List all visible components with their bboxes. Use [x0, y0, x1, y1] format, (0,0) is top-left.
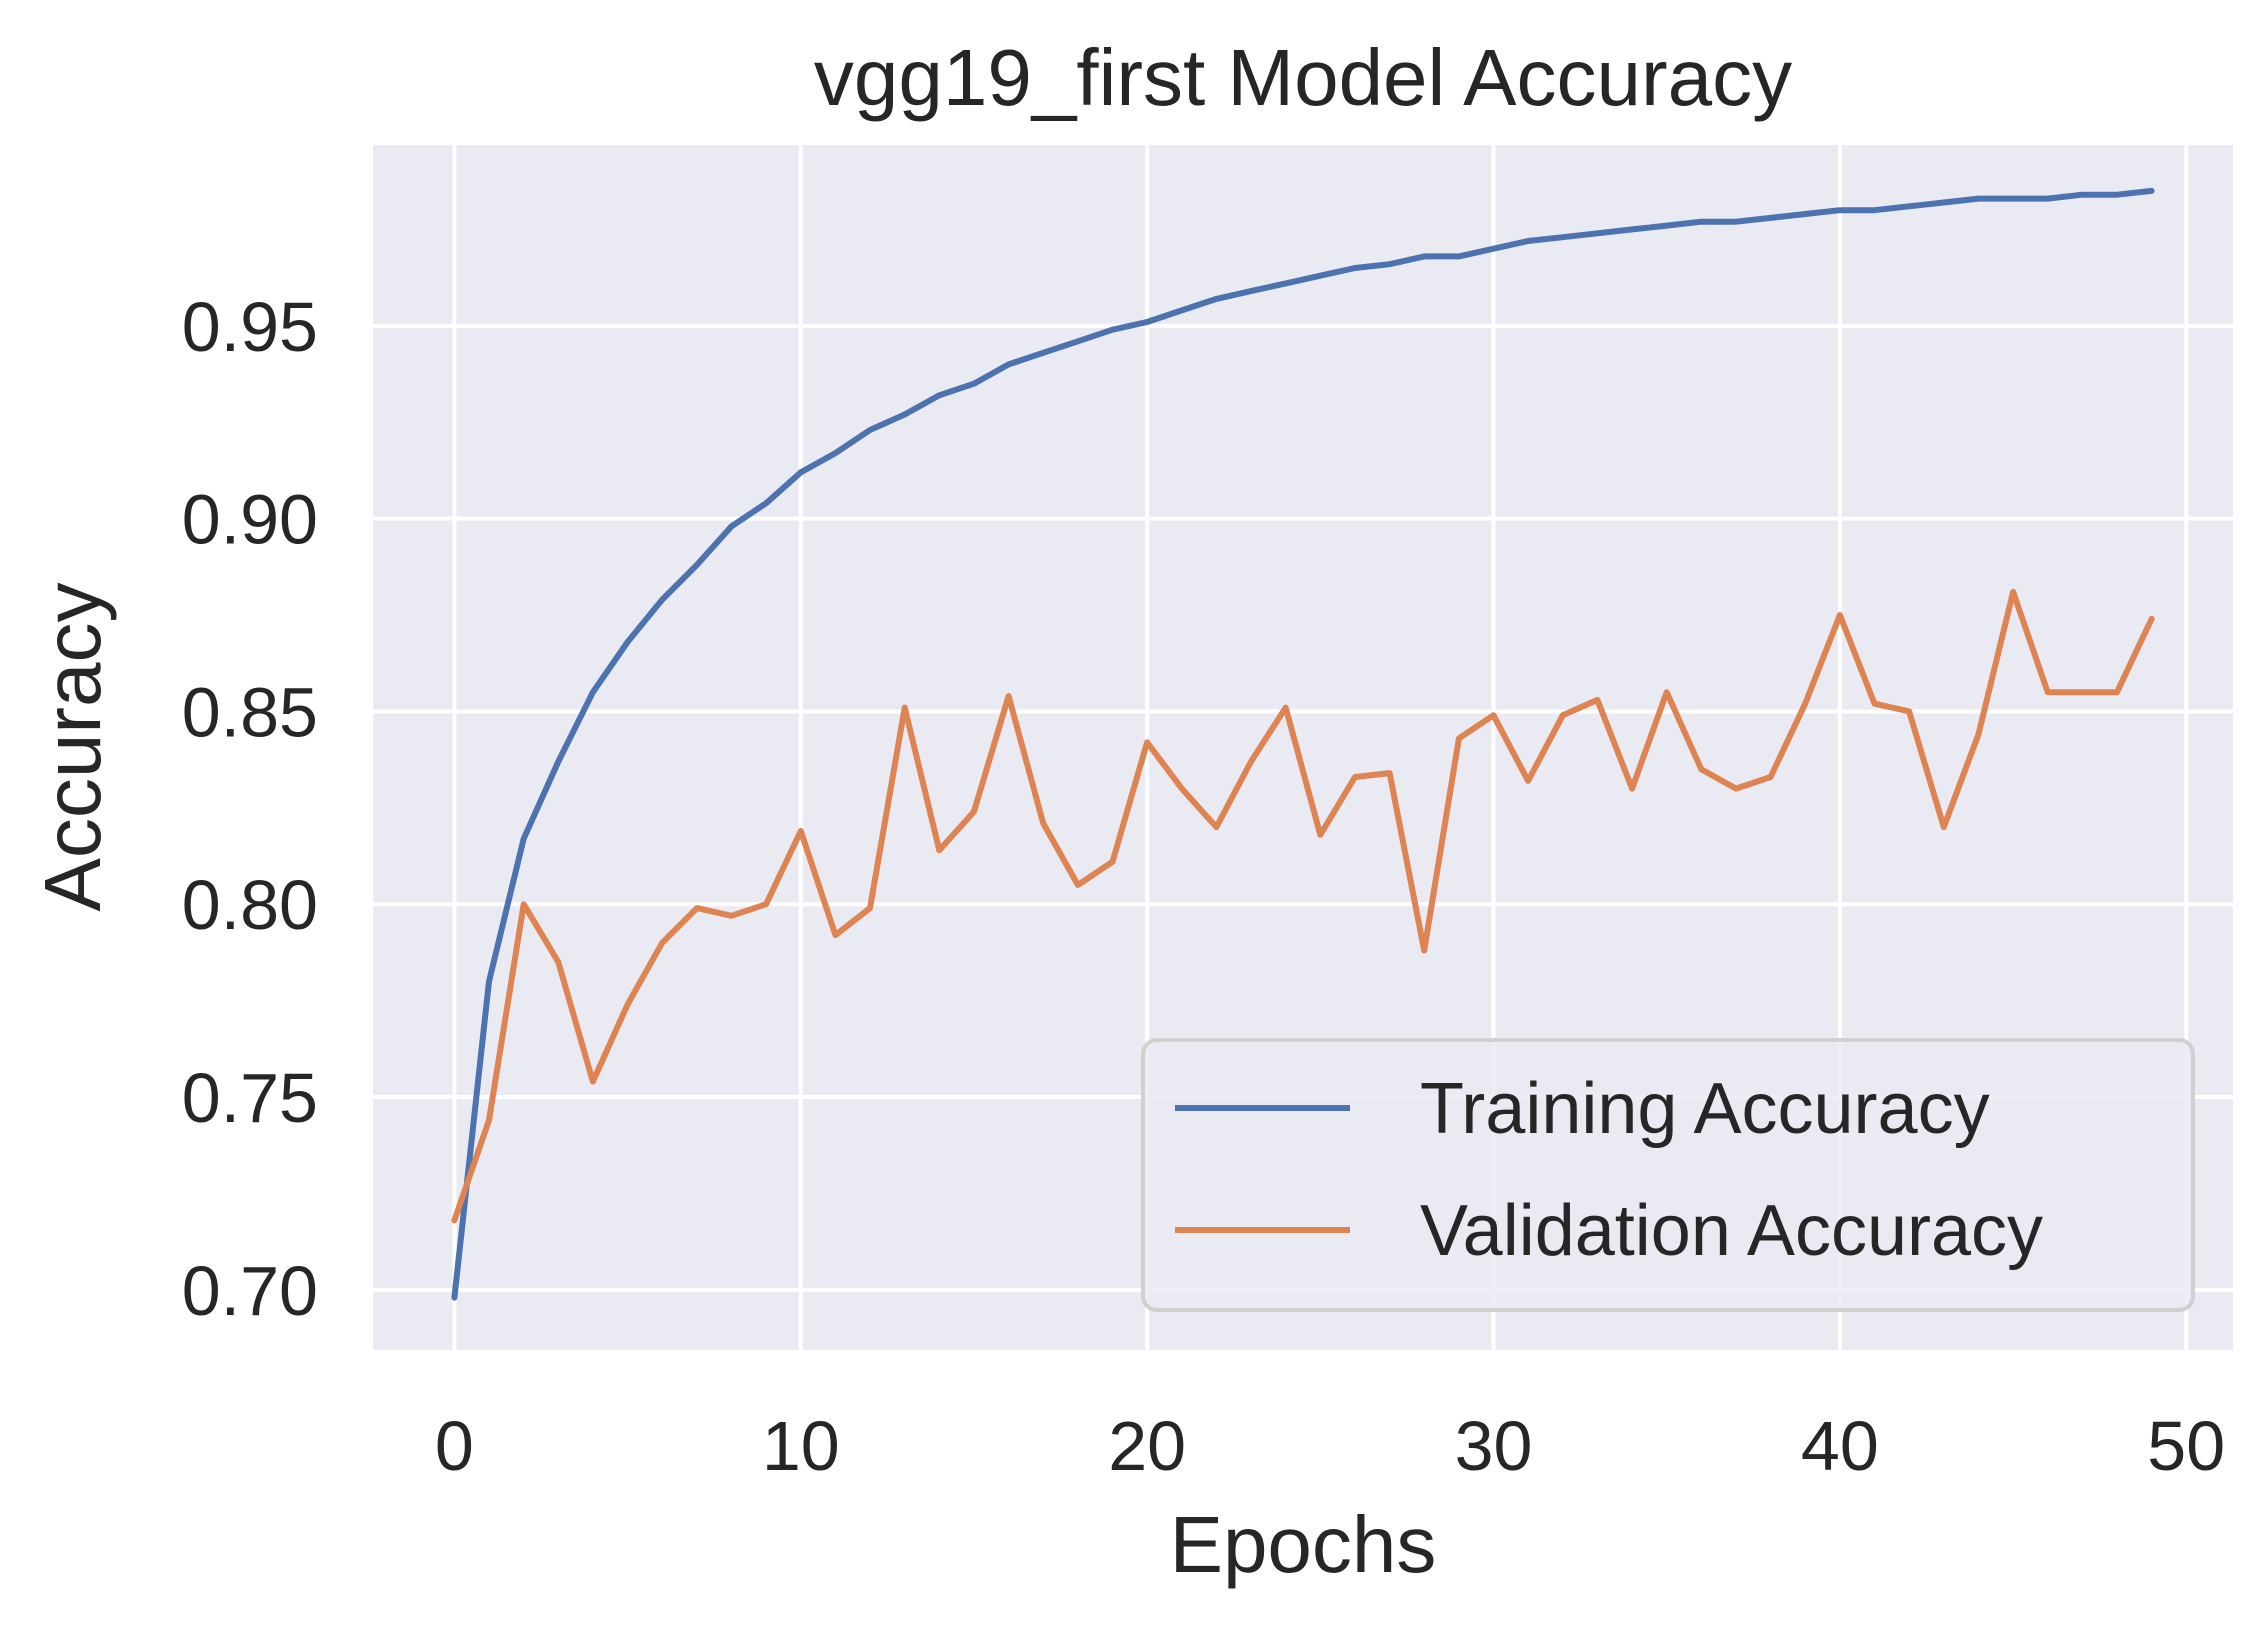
chart-title: vgg19_first Model Accuracy	[814, 33, 1792, 122]
legend: Training Accuracy Validation Accuracy	[1141, 1038, 2195, 1312]
y-tick-label: 0.95	[182, 288, 318, 366]
x-tick-label: 20	[1108, 1407, 1186, 1485]
y-tick-label: 0.75	[182, 1059, 318, 1137]
x-tick-label: 50	[2147, 1407, 2225, 1485]
y-tick-label: 0.70	[182, 1252, 318, 1330]
legend-box	[1141, 1038, 2195, 1312]
validation-accuracy-line	[451, 588, 2155, 1224]
legend-label-training: Training Accuracy	[1420, 1069, 1990, 1149]
tick-labels: 0 10 20 30 40 50 0.70 0.75 0.80 0.85 0.90 0.95	[182, 288, 2225, 1485]
y-tick-label: 0.80	[182, 866, 318, 944]
y-axis-label: Accuracy	[28, 583, 117, 912]
x-axis-label: Epochs	[1170, 1500, 1437, 1589]
x-tick-label: 10	[762, 1407, 840, 1485]
y-tick-label: 0.90	[182, 481, 318, 559]
y-tick-label: 0.85	[182, 673, 318, 751]
series-layer	[451, 187, 2155, 1301]
x-tick-label: 30	[1455, 1407, 1533, 1485]
legend-label-validation: Validation Accuracy	[1420, 1191, 2043, 1271]
x-tick-label: 40	[1801, 1407, 1879, 1485]
x-tick-label: 0	[435, 1407, 474, 1485]
training-accuracy-line	[451, 187, 2155, 1301]
